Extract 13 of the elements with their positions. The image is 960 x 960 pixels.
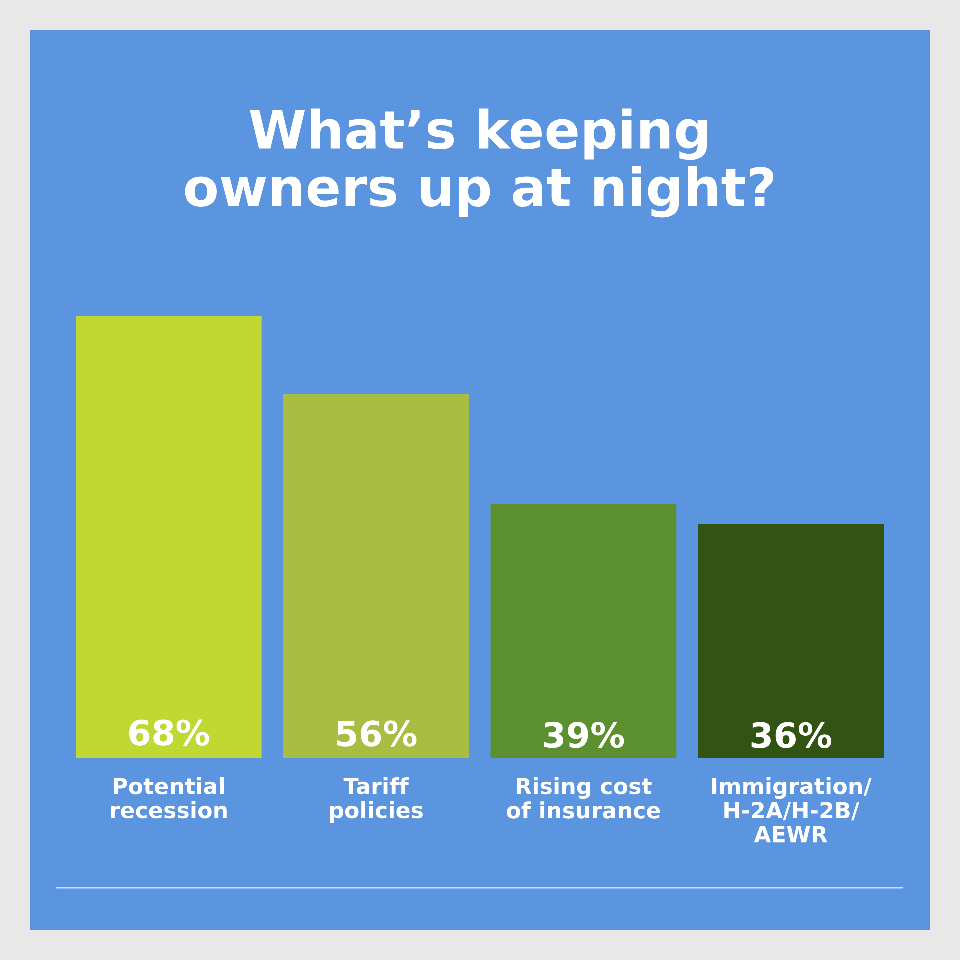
bar <box>76 316 262 758</box>
data-label: 68% <box>130 720 210 746</box>
bar <box>490 504 677 758</box>
data-label: 39% <box>544 722 624 748</box>
bar <box>283 394 470 758</box>
bar <box>698 524 884 758</box>
x-tick-label: Rising cost of insurance <box>507 777 660 819</box>
x-tick-label: Immigration/ H-2A/H-2B/ AEWR <box>712 777 872 843</box>
data-label: 36% <box>752 722 832 748</box>
chart-title: What’s keeping owners up at night? <box>185 108 774 218</box>
x-tick-label: Potential recession <box>111 777 227 819</box>
x-tick-label: Tariff policies <box>330 777 423 823</box>
data-label: 56% <box>337 720 417 747</box>
